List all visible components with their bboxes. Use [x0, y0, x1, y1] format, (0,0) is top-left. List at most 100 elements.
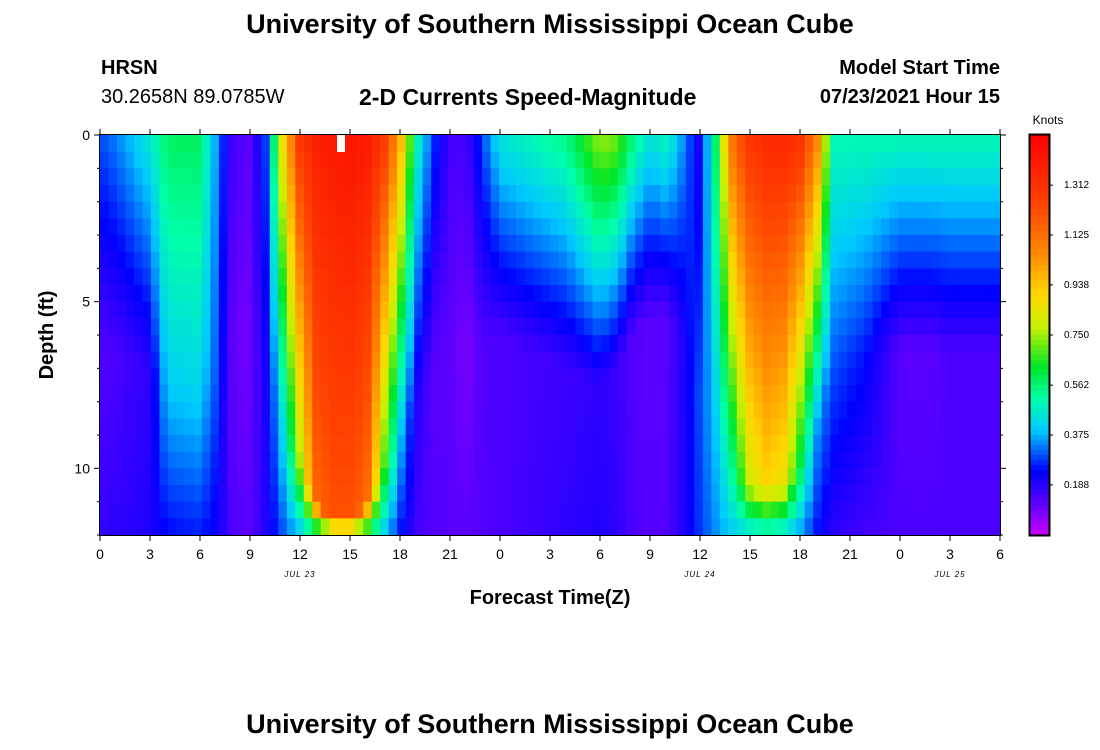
heatmap-cell [872, 335, 882, 353]
heatmap-cell [456, 318, 466, 336]
heatmap-cell [303, 185, 313, 203]
heatmap-cell [804, 268, 814, 286]
heatmap-cell [473, 335, 483, 353]
heatmap-cell [116, 468, 127, 486]
heatmap-cell [651, 401, 661, 419]
heatmap-cell [473, 501, 483, 519]
heatmap-cell [685, 168, 695, 186]
heatmap-cell [499, 251, 509, 269]
heatmap-cell [465, 285, 475, 303]
heatmap-cell [796, 251, 806, 269]
heatmap-cell [465, 401, 475, 419]
heatmap-cell [320, 135, 330, 153]
heatmap-cell [550, 401, 560, 419]
heatmap-cell [830, 268, 840, 286]
heatmap-cell [651, 235, 661, 253]
heatmap-cell [711, 235, 721, 253]
heatmap-cell [431, 418, 441, 436]
heatmap-cell [804, 335, 814, 353]
heatmap-cell [983, 401, 993, 419]
heatmap-cell [295, 485, 305, 503]
heatmap-cell [252, 301, 262, 319]
heatmap-cell [490, 251, 500, 269]
heatmap-cell [745, 185, 755, 203]
heatmap-cell [346, 501, 356, 519]
heatmap-cell [354, 168, 364, 186]
heatmap-cell [940, 385, 950, 403]
heatmap-cell [651, 201, 661, 219]
heatmap-cell [150, 501, 161, 519]
heatmap-cell [125, 468, 135, 486]
colorbar-segment [1030, 255, 1049, 261]
heatmap-cell [388, 201, 398, 219]
heatmap-cell [677, 251, 687, 269]
heatmap-cell [295, 268, 305, 286]
heatmap-cell [923, 318, 933, 336]
heatmap-cell [651, 368, 661, 386]
heatmap-cell [244, 301, 254, 319]
heatmap-cell [244, 185, 254, 203]
heatmap-cell [643, 168, 653, 186]
heatmap-cell [465, 485, 475, 503]
heatmap-cell [821, 218, 831, 236]
heatmap-cell [838, 218, 848, 236]
heatmap-cell [872, 201, 882, 219]
heatmap-cell [677, 518, 687, 536]
heatmap-cell [864, 401, 874, 419]
heatmap-cell [677, 335, 687, 353]
heatmap-cell [702, 351, 712, 369]
heatmap-cell [558, 485, 568, 503]
heatmap-cell [354, 435, 364, 453]
heatmap-cell [116, 301, 127, 319]
heatmap-cell [949, 501, 959, 519]
heatmap-cell [915, 285, 925, 303]
heatmap-cell [244, 485, 254, 503]
heatmap-cell [278, 351, 288, 369]
heatmap-cell [346, 418, 356, 436]
heatmap-cell [838, 501, 848, 519]
heatmap-cell [583, 518, 594, 536]
heatmap-cell [439, 218, 449, 236]
heatmap-cell [397, 518, 407, 536]
heatmap-cell [592, 501, 602, 519]
heatmap-cell [575, 268, 585, 286]
heatmap-cell [974, 235, 984, 253]
heatmap-cell [762, 135, 772, 153]
heatmap-cell [303, 285, 313, 303]
heatmap-cell [167, 451, 178, 469]
heatmap-cell [575, 418, 585, 436]
heatmap-cell [176, 168, 186, 186]
heatmap-cell [329, 401, 339, 419]
heatmap-cell [770, 435, 780, 453]
heatmap-cell [516, 235, 526, 253]
heatmap-cell [354, 151, 364, 169]
heatmap-cell [719, 385, 729, 403]
heatmap-cell [371, 385, 381, 403]
heatmap-cell [329, 318, 339, 336]
heatmap-cell [541, 318, 551, 336]
heatmap-cell [363, 135, 373, 153]
heatmap-cell [167, 251, 178, 269]
heatmap-cell [566, 335, 577, 353]
heatmap-cell [770, 501, 780, 519]
heatmap-cell [898, 501, 908, 519]
heatmap-cell [465, 335, 475, 353]
heatmap-cell [507, 385, 517, 403]
heatmap-cell [779, 368, 789, 386]
heatmap-cell [745, 301, 755, 319]
heatmap-cell [524, 518, 534, 536]
heatmap-cell [516, 268, 526, 286]
heatmap-cell [303, 485, 313, 503]
heatmap-cell [847, 185, 857, 203]
heatmap-cell [651, 351, 661, 369]
heatmap-cell [524, 335, 534, 353]
heatmap-cell [167, 368, 178, 386]
heatmap-cell [762, 168, 772, 186]
heatmap-cell [312, 401, 322, 419]
heatmap-cell [872, 251, 882, 269]
heatmap-cell [855, 235, 865, 253]
heatmap-cell [575, 168, 585, 186]
heatmap-cell [779, 501, 789, 519]
heatmap-cell [634, 335, 644, 353]
heatmap-cell [507, 168, 517, 186]
